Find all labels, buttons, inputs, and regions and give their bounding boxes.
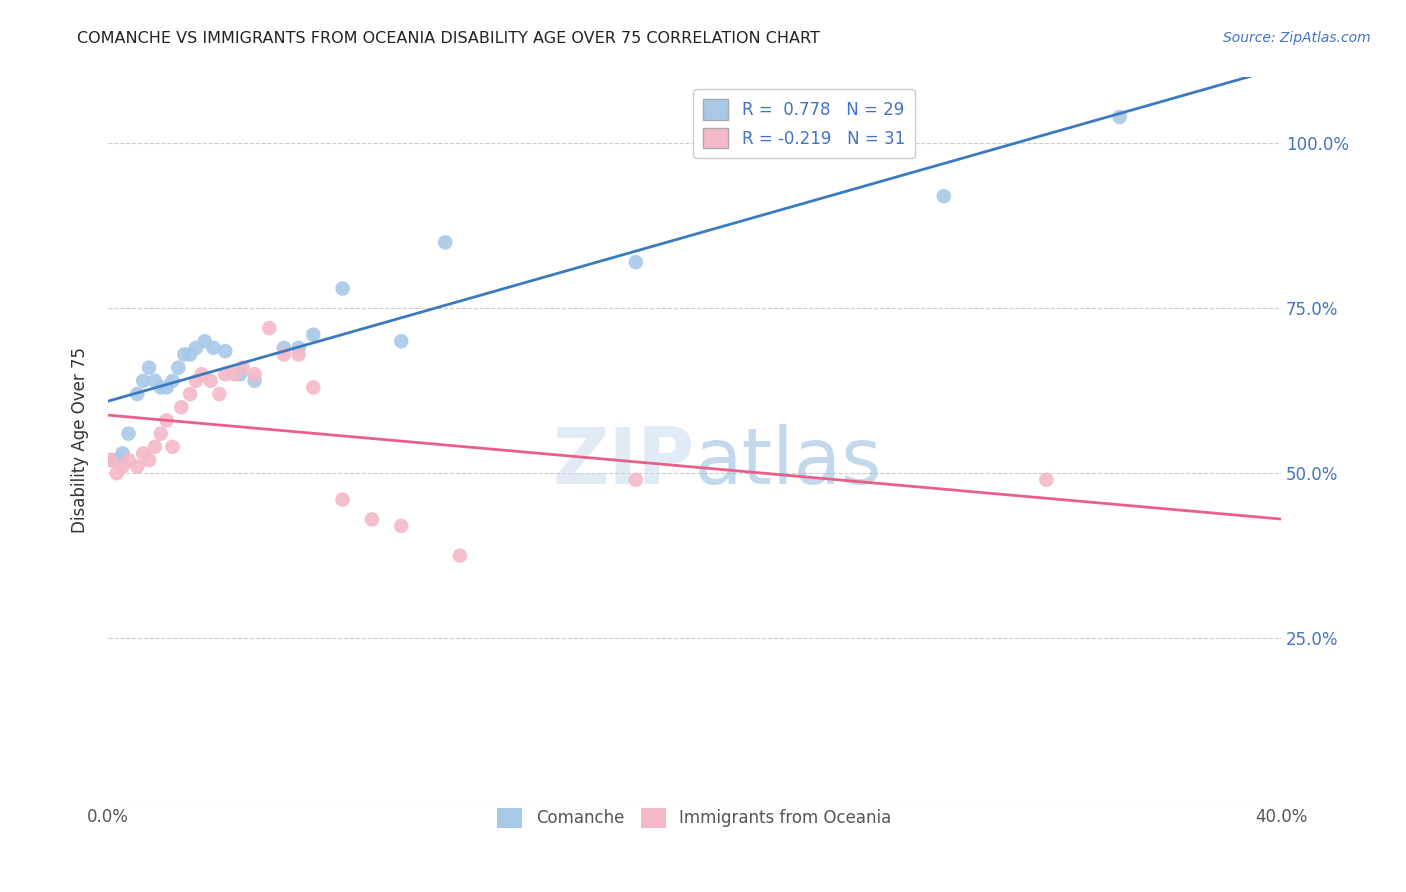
Point	[332, 492, 354, 507]
Point	[105, 453, 128, 467]
Point	[149, 380, 172, 394]
Point	[932, 189, 955, 203]
Point	[208, 387, 231, 401]
Point	[434, 235, 457, 250]
Point	[162, 440, 184, 454]
Point	[332, 281, 354, 295]
Point	[449, 549, 471, 563]
Point	[100, 453, 122, 467]
Legend: Comanche, Immigrants from Oceania: Comanche, Immigrants from Oceania	[491, 801, 898, 835]
Point	[143, 374, 166, 388]
Point	[273, 347, 295, 361]
Point	[132, 374, 155, 388]
Text: Source: ZipAtlas.com: Source: ZipAtlas.com	[1223, 31, 1371, 45]
Point	[167, 360, 190, 375]
Point	[117, 453, 139, 467]
Point	[117, 426, 139, 441]
Point	[194, 334, 217, 349]
Point	[184, 374, 207, 388]
Point	[243, 368, 266, 382]
Point	[105, 466, 128, 480]
Point	[624, 473, 647, 487]
Point	[138, 453, 160, 467]
Point	[191, 368, 214, 382]
Point	[184, 341, 207, 355]
Point	[179, 347, 201, 361]
Point	[132, 446, 155, 460]
Point	[273, 341, 295, 355]
Point	[173, 347, 195, 361]
Point	[202, 341, 225, 355]
Point	[111, 459, 134, 474]
Point	[389, 519, 412, 533]
Point	[259, 321, 281, 335]
Point	[156, 380, 179, 394]
Point	[149, 426, 172, 441]
Point	[361, 512, 384, 526]
Point	[127, 459, 149, 474]
Point	[624, 255, 647, 269]
Point	[143, 440, 166, 454]
Point	[127, 387, 149, 401]
Text: ZIP: ZIP	[553, 424, 695, 500]
Point	[1035, 473, 1057, 487]
Point	[243, 374, 266, 388]
Point	[111, 446, 134, 460]
Point	[222, 368, 245, 382]
Y-axis label: Disability Age Over 75: Disability Age Over 75	[72, 347, 89, 533]
Text: atlas: atlas	[695, 424, 882, 500]
Point	[100, 453, 122, 467]
Point	[162, 374, 184, 388]
Point	[287, 347, 309, 361]
Point	[1108, 110, 1130, 124]
Point	[302, 380, 325, 394]
Point	[229, 368, 252, 382]
Point	[179, 387, 201, 401]
Point	[138, 360, 160, 375]
Point	[170, 401, 193, 415]
Point	[214, 344, 236, 359]
Point	[214, 368, 236, 382]
Point	[156, 413, 179, 427]
Point	[200, 374, 222, 388]
Point	[389, 334, 412, 349]
Text: COMANCHE VS IMMIGRANTS FROM OCEANIA DISABILITY AGE OVER 75 CORRELATION CHART: COMANCHE VS IMMIGRANTS FROM OCEANIA DISA…	[77, 31, 820, 46]
Point	[232, 360, 254, 375]
Point	[302, 327, 325, 342]
Point	[287, 341, 309, 355]
